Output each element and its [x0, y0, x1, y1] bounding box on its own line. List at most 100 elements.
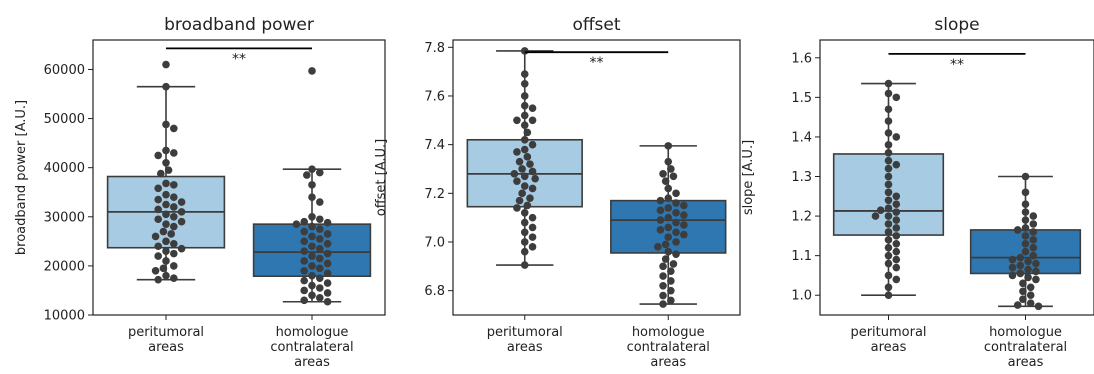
x-category-label: peritumoral [850, 325, 926, 340]
data-point [526, 194, 534, 202]
data-point [162, 210, 170, 219]
data-point [1021, 188, 1030, 197]
data-point [151, 232, 160, 241]
y-tick-label: 1.6 [791, 51, 812, 66]
data-point [528, 233, 537, 241]
data-point [672, 218, 680, 227]
data-point [308, 193, 316, 201]
data-point [300, 247, 309, 255]
data-point [520, 70, 529, 78]
data-point [892, 263, 901, 272]
data-point [159, 227, 168, 236]
data-point [884, 236, 893, 244]
data-point [162, 237, 170, 246]
data-point [177, 198, 186, 206]
data-point [323, 289, 332, 297]
data-point [1032, 259, 1040, 268]
data-point [884, 156, 893, 165]
data-point [669, 172, 678, 181]
data-point [154, 205, 162, 214]
data-point [520, 218, 529, 227]
panel-offset: offset offset [A.U.] 6.8 7.0 7.2 7.4 7.6 7.8 per… [374, 15, 741, 370]
data-point [672, 199, 680, 207]
data-point [520, 172, 529, 181]
data-point [520, 145, 529, 154]
data-point [664, 157, 673, 166]
data-point [884, 283, 893, 292]
data-point [667, 277, 675, 285]
data-point [520, 135, 529, 144]
chart-title: slope [934, 15, 979, 35]
y-tick-label: 1.3 [791, 170, 812, 185]
y-axis-label: slope [A.U.] [741, 140, 756, 215]
data-point [531, 174, 539, 183]
data-point [1026, 299, 1035, 307]
data-point [1029, 236, 1038, 244]
data-point [323, 297, 332, 306]
data-point [884, 79, 893, 88]
data-point [892, 216, 901, 224]
data-point [1021, 232, 1030, 240]
data-point [170, 193, 178, 201]
data-point [300, 276, 309, 285]
data-point [884, 259, 893, 268]
data-point [170, 212, 178, 221]
data-point [892, 133, 901, 141]
data-point [520, 47, 529, 55]
data-point [308, 291, 316, 300]
data-point [884, 89, 893, 98]
data-point [323, 239, 332, 248]
data-point [656, 196, 665, 205]
data-point [170, 262, 178, 270]
data-point [884, 243, 893, 252]
data-point [884, 228, 893, 236]
data-point [300, 237, 309, 246]
data-point [316, 235, 324, 243]
data-point [1013, 226, 1022, 234]
data-point [664, 184, 673, 193]
data-point [656, 226, 665, 234]
data-point [1029, 220, 1038, 228]
data-point [523, 153, 532, 161]
x-category-label: contralateral [270, 340, 353, 355]
data-point [892, 160, 901, 169]
y-tick-label: 1.0 [791, 289, 812, 304]
y-tick-label: 7.4 [424, 138, 445, 153]
data-point [680, 230, 688, 239]
data-point [300, 217, 309, 226]
data-point [316, 215, 324, 224]
data-point [308, 67, 316, 75]
data-point [170, 222, 178, 231]
x-category-label: areas [507, 340, 543, 355]
data-point [1021, 216, 1030, 224]
data-point [892, 208, 901, 216]
data-point [162, 158, 170, 167]
data-point [1019, 279, 1027, 288]
data-point [528, 104, 537, 112]
data-point [323, 218, 332, 227]
data-point [316, 294, 324, 302]
data-point [520, 208, 529, 217]
data-point [162, 220, 170, 228]
data-point [515, 157, 524, 166]
data-point [523, 201, 532, 210]
data-point [1029, 212, 1038, 220]
data-point [1026, 291, 1035, 300]
data-point [323, 269, 332, 278]
data-point [1019, 295, 1027, 303]
chart-title: broadband power [164, 15, 314, 35]
x-category-label: homologue [276, 325, 349, 340]
data-point [170, 149, 178, 157]
data-point [672, 250, 680, 258]
data-point [154, 195, 162, 204]
data-point [1029, 251, 1038, 260]
data-point [1021, 172, 1030, 181]
data-point [1029, 228, 1038, 236]
data-point [659, 300, 667, 308]
data-point [672, 238, 680, 246]
data-point [661, 177, 670, 185]
y-tick-label: 6.8 [424, 284, 445, 299]
data-point [884, 129, 893, 137]
data-point [292, 220, 301, 228]
